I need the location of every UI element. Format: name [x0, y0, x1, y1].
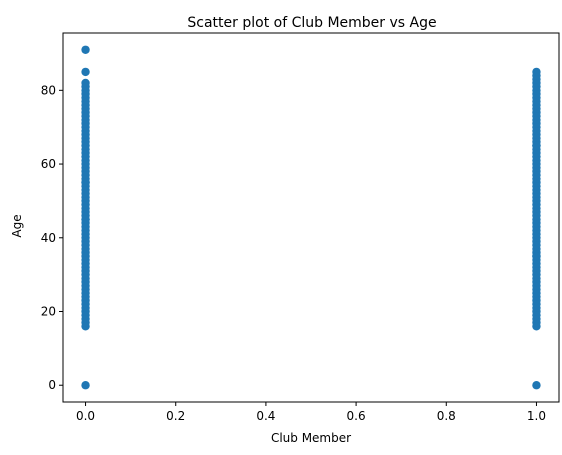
data-point: [81, 215, 90, 224]
chart-title: Scatter plot of Club Member vs Age: [187, 15, 436, 31]
y-tick-label: 80: [41, 83, 56, 97]
data-point: [532, 67, 541, 77]
data-point: [532, 252, 541, 261]
x-axis-label: Club Member: [271, 431, 351, 445]
y-tick-label: 20: [41, 305, 56, 319]
y-axis-label: Age: [10, 214, 24, 237]
x-tick-label: 0.6: [347, 409, 366, 423]
data-point: [532, 381, 541, 390]
y-tick-label: 0: [48, 378, 56, 392]
data-point: [81, 78, 90, 88]
x-tick-label: 0.4: [256, 409, 275, 423]
data-point: [532, 141, 541, 150]
data-point: [81, 45, 90, 54]
x-tick-label: 0.0: [76, 409, 95, 423]
x-axis-ticks: 0.0 0.2 0.4 0.6 0.8 1.0: [76, 402, 546, 423]
data-point: [81, 67, 90, 77]
points-layer: [81, 45, 541, 390]
y-axis-ticks: 0 20 40 60 80: [41, 83, 63, 392]
data-point: [81, 178, 90, 187]
y-tick-label: 40: [41, 231, 56, 245]
x-tick-label: 0.8: [437, 409, 456, 423]
x-tick-label: 1.0: [527, 409, 546, 423]
y-tick-label: 60: [41, 157, 56, 171]
data-point: [81, 381, 90, 390]
plot-frame: [62, 32, 560, 403]
x-tick-label: 0.2: [166, 409, 185, 423]
